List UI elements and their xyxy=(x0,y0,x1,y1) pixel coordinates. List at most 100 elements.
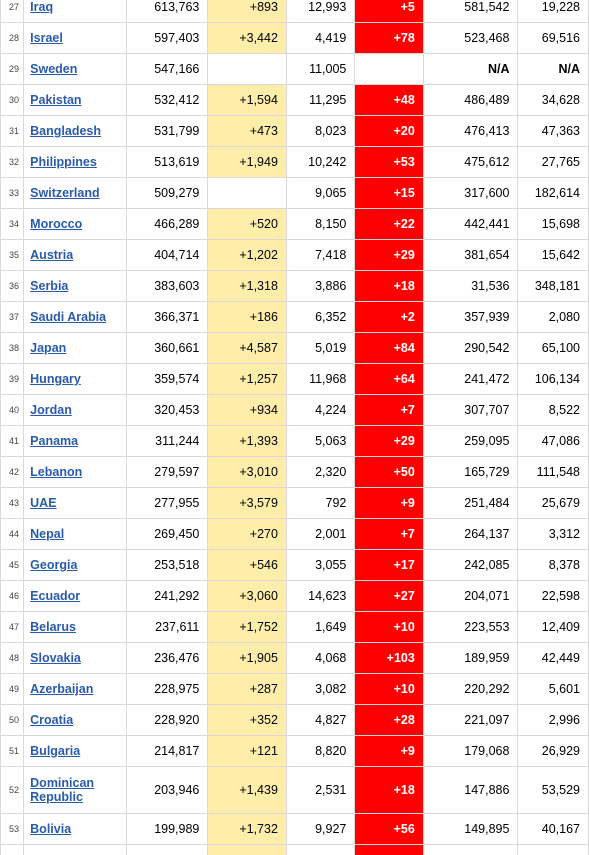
country-cell xyxy=(23,844,127,855)
active-cases-cell: 8,378 xyxy=(517,549,589,581)
total-deaths-cell: 792 xyxy=(285,487,356,519)
active-cases-cell: 42,449 xyxy=(517,642,589,674)
rank-cell: 32 xyxy=(0,146,25,178)
active-cases-cell: 25,679 xyxy=(517,487,589,519)
rank-cell: 51 xyxy=(0,735,25,767)
rank-cell: 50 xyxy=(0,704,25,736)
table-row: 36 Serbia 383,603 +1,318 3,886 +18 31,536 348,1… xyxy=(0,270,589,302)
country-link[interactable]: Lebanon xyxy=(30,465,83,479)
country-link[interactable]: Austria xyxy=(30,248,74,262)
country-link[interactable]: Dominican Republic xyxy=(30,776,95,804)
country-cell: Morocco xyxy=(23,208,127,240)
total-deaths-cell: 8,150 xyxy=(285,208,356,240)
country-link[interactable]: Israel xyxy=(30,31,63,45)
total-recovered-cell: 307,707 xyxy=(422,394,519,426)
active-cases-cell: 8,522 xyxy=(517,394,589,426)
country-link[interactable]: UAE xyxy=(30,496,57,510)
total-deaths-cell: 9,065 xyxy=(285,177,356,209)
rank-cell: 33 xyxy=(0,177,25,209)
new-deaths-cell: +27 xyxy=(354,580,424,612)
country-link[interactable]: Serbia xyxy=(30,279,69,293)
country-link[interactable]: Sweden xyxy=(30,62,78,76)
total-recovered-cell: 179,068 xyxy=(422,735,519,767)
total-deaths-cell: 11,005 xyxy=(285,53,356,85)
total-cases-cell: 532,412 xyxy=(125,84,209,116)
country-link[interactable]: Japan xyxy=(30,341,67,355)
total-cases-cell: 366,371 xyxy=(125,301,209,333)
new-deaths-cell: +10 xyxy=(354,611,424,643)
country-link[interactable]: Philippines xyxy=(30,155,97,169)
total-recovered-cell: 189,959 xyxy=(422,642,519,674)
active-cases-cell: 12,409 xyxy=(517,611,589,643)
country-link[interactable]: Jordan xyxy=(30,403,72,417)
total-cases-cell: 404,714 xyxy=(125,239,209,271)
country-cell: Bulgaria xyxy=(23,735,127,767)
new-cases-cell: +1,594 xyxy=(207,84,287,116)
total-recovered-cell: 204,071 xyxy=(422,580,519,612)
country-cell: UAE xyxy=(23,487,127,519)
table-row: 48 Slovakia 236,476 +1,905 4,068 +103 189,959 4… xyxy=(0,642,589,674)
new-cases-cell xyxy=(207,53,287,85)
country-link[interactable]: Switzerland xyxy=(30,186,100,200)
country-cell: Dominican Republic xyxy=(23,766,127,814)
country-link[interactable]: Pakistan xyxy=(30,93,82,107)
new-deaths-cell: +2 xyxy=(354,301,424,333)
rank-cell: 46 xyxy=(0,580,25,612)
total-recovered-cell: 357,939 xyxy=(422,301,519,333)
total-deaths-cell: 3,886 xyxy=(285,270,356,302)
total-recovered-cell xyxy=(422,844,519,855)
rank-cell: 35 xyxy=(0,239,25,271)
new-cases-cell: +893 xyxy=(207,0,287,23)
country-cell: Austria xyxy=(23,239,127,271)
country-link[interactable]: Georgia xyxy=(30,558,78,572)
country-link[interactable]: Bolivia xyxy=(30,822,72,836)
country-link[interactable]: Morocco xyxy=(30,217,83,231)
rank-cell: 43 xyxy=(0,487,25,519)
table-row: 28 Israel 597,403 +3,442 4,419 +78 523,468 69,5… xyxy=(0,22,589,54)
active-cases-cell xyxy=(517,844,589,855)
active-cases-cell: 5,601 xyxy=(517,673,589,705)
total-cases-cell: 214,817 xyxy=(125,735,209,767)
country-link[interactable]: Panama xyxy=(30,434,79,448)
country-link[interactable]: Bulgaria xyxy=(30,744,81,758)
total-cases-cell: 241,292 xyxy=(125,580,209,612)
country-cell: Ecuador xyxy=(23,580,127,612)
new-cases-cell: +1,732 xyxy=(207,813,287,845)
country-link[interactable]: Croatia xyxy=(30,713,74,727)
country-cell: Japan xyxy=(23,332,127,364)
new-cases-cell: +1,949 xyxy=(207,146,287,178)
active-cases-cell: 40,167 xyxy=(517,813,589,845)
total-cases-cell xyxy=(125,844,209,855)
new-cases-cell: +3,010 xyxy=(207,456,287,488)
country-link[interactable]: Belarus xyxy=(30,620,77,634)
total-recovered-cell: 475,612 xyxy=(422,146,519,178)
new-deaths-cell: +7 xyxy=(354,394,424,426)
country-link[interactable]: Slovakia xyxy=(30,651,81,665)
total-cases-cell: 383,603 xyxy=(125,270,209,302)
total-cases-cell: 597,403 xyxy=(125,22,209,54)
active-cases-cell: 34,628 xyxy=(517,84,589,116)
total-recovered-cell: 259,095 xyxy=(422,425,519,457)
country-link[interactable]: Hungary xyxy=(30,372,81,386)
country-link[interactable]: Ecuador xyxy=(30,589,81,603)
total-recovered-cell: 290,542 xyxy=(422,332,519,364)
country-cell: Nepal xyxy=(23,518,127,550)
country-cell: Philippines xyxy=(23,146,127,178)
country-link[interactable]: Saudi Arabia xyxy=(30,310,107,324)
total-deaths-cell: 2,001 xyxy=(285,518,356,550)
country-link[interactable]: Bangladesh xyxy=(30,124,102,138)
total-recovered-cell: 486,489 xyxy=(422,84,519,116)
active-cases-cell: 2,996 xyxy=(517,704,589,736)
total-recovered-cell: 251,484 xyxy=(422,487,519,519)
country-cell: Saudi Arabia xyxy=(23,301,127,333)
country-link[interactable]: Iraq xyxy=(30,0,54,14)
new-cases-cell: +287 xyxy=(207,673,287,705)
new-cases-cell: +270 xyxy=(207,518,287,550)
total-recovered-cell: 220,292 xyxy=(422,673,519,705)
table-row: 44 Nepal 269,450 +270 2,001 +7 264,137 3,312 xyxy=(0,518,589,550)
country-link[interactable]: Nepal xyxy=(30,527,65,541)
new-cases-cell: +546 xyxy=(207,549,287,581)
country-link[interactable]: Azerbaijan xyxy=(30,682,94,696)
new-cases-cell: +352 xyxy=(207,704,287,736)
new-cases-cell: +1,202 xyxy=(207,239,287,271)
